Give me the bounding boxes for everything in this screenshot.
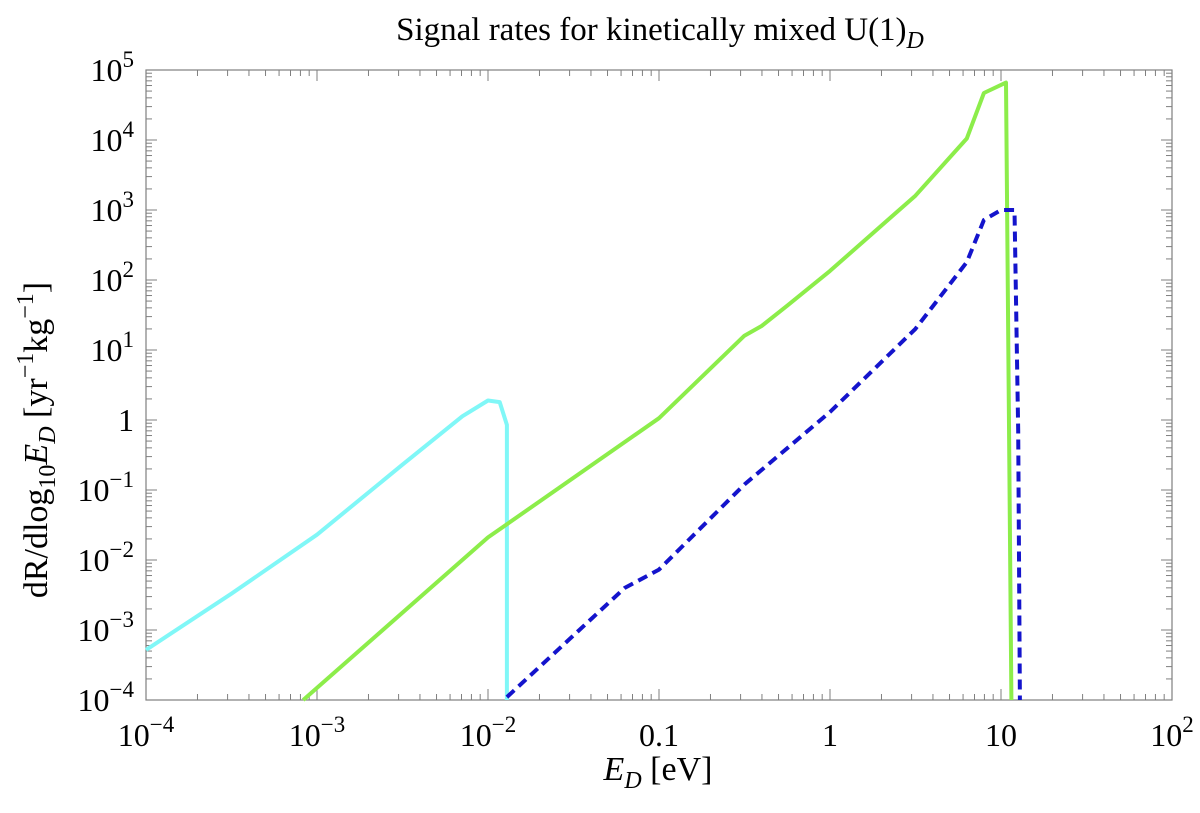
y-tick-label-exponent: −3 — [110, 607, 134, 632]
y-tick-label-exponent: −2 — [110, 537, 134, 562]
series-line-2 — [301, 80, 1014, 702]
y-axis-label-part-g: kg — [18, 319, 55, 353]
y-tick-label: 105 — [91, 47, 135, 88]
chart-title-main: Signal rates for kinetically mixed U(1) — [396, 12, 906, 48]
plot-area — [144, 69, 1173, 702]
x-tick-label-base: 0.1 — [639, 717, 679, 753]
y-tick-label: 101 — [91, 327, 135, 368]
axis-ticks — [145, 69, 1172, 701]
y-axis-label-part-a: dR/dlog — [18, 489, 55, 599]
y-tick-label-base: 10 — [91, 122, 123, 158]
y-axis-label-part-b: 10 — [35, 465, 61, 489]
x-tick-label-base: 10 — [460, 717, 492, 753]
x-tick-label-base: 1 — [822, 717, 838, 753]
x-tick-labels: 10−4 10−3 10−2 0.1 1 10 102 — [118, 712, 1194, 753]
y-tick-label-base: 10 — [91, 332, 123, 368]
y-tick-label: 10−3 — [78, 607, 134, 648]
y-tick-label-exponent: 4 — [123, 117, 135, 142]
y-axis-label-part-f: −1 — [13, 353, 39, 379]
y-tick-label: 10−1 — [78, 467, 134, 508]
x-tick-label-base: 10 — [985, 717, 1017, 753]
y-tick-label-base: 1 — [118, 402, 134, 438]
y-tick-label-exponent: −4 — [110, 677, 135, 702]
y-tick-label-base: 10 — [91, 262, 123, 298]
x-axis-label-unit: [eV] — [642, 751, 713, 788]
x-tick-label: 0.1 — [639, 717, 679, 753]
y-tick-label-exponent: −1 — [110, 467, 134, 492]
x-tick-label: 10−4 — [118, 712, 175, 753]
x-tick-label-base: 10 — [1150, 717, 1182, 753]
x-axis-label-subscript: D — [623, 768, 641, 794]
y-tick-label: 10−2 — [78, 537, 134, 578]
x-tick-label-exponent: 2 — [1182, 712, 1194, 737]
y-tick-label-exponent: 1 — [123, 327, 135, 352]
y-axis-label: dR/dlog10ED [yr−1kg−1] — [13, 282, 61, 598]
x-tick-label-base: 10 — [118, 717, 150, 753]
y-axis-label-part-i: ] — [18, 282, 55, 293]
y-tick-label: 103 — [91, 187, 135, 228]
y-tick-label: 10−4 — [78, 677, 135, 718]
y-tick-label-base: 10 — [78, 472, 110, 508]
x-tick-label: 102 — [1150, 712, 1194, 753]
y-tick-label: 102 — [91, 257, 135, 298]
y-tick-label-base: 10 — [91, 192, 123, 228]
y-axis-label-part-h: −1 — [13, 293, 39, 319]
y-tick-label-base: 10 — [78, 542, 110, 578]
y-tick-label-exponent: 3 — [123, 187, 135, 212]
y-axis-label-part-c: E — [18, 444, 55, 466]
series-lines — [144, 80, 1022, 702]
y-tick-label-exponent: 5 — [123, 47, 135, 72]
series-line-3 — [505, 208, 1022, 701]
x-tick-label: 10−2 — [460, 712, 516, 753]
y-axis-label-part-e: [yr — [18, 378, 55, 427]
x-tick-label-exponent: −3 — [321, 712, 345, 737]
x-tick-label: 1 — [822, 717, 838, 753]
y-axis-label-part-d: D — [35, 426, 61, 444]
y-tick-label-base: 10 — [78, 612, 110, 648]
x-tick-label: 10−3 — [289, 712, 345, 753]
x-tick-label-exponent: −2 — [492, 712, 516, 737]
x-axis-label: ED [eV] — [603, 751, 713, 794]
chart-title: Signal rates for kinetically mixed U(1)D — [396, 12, 924, 54]
x-axis-label-main: E — [603, 751, 625, 788]
chart-title-subscript: D — [906, 28, 924, 54]
y-tick-label-base: 10 — [78, 682, 110, 718]
y-tick-label: 1 — [118, 402, 134, 438]
x-tick-label: 10 — [985, 717, 1017, 753]
x-tick-label-base: 10 — [289, 717, 321, 753]
y-tick-label-base: 10 — [91, 52, 123, 88]
y-tick-label: 104 — [91, 117, 135, 158]
y-tick-label-exponent: 2 — [123, 257, 135, 282]
x-tick-label-exponent: −4 — [150, 712, 175, 737]
series-line-1 — [144, 398, 509, 700]
